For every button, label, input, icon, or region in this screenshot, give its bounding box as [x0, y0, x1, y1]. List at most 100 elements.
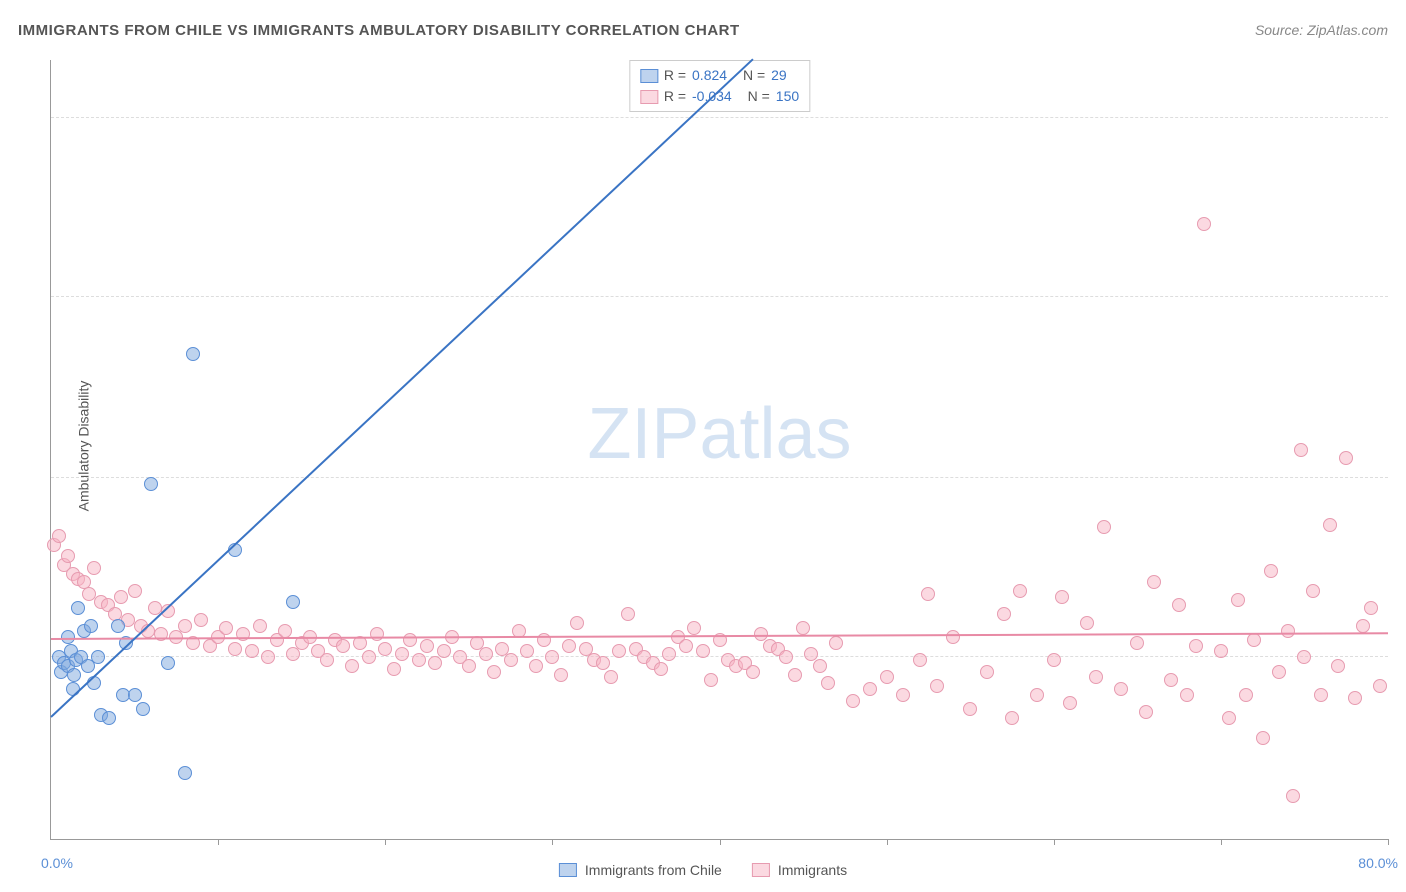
- data-point-pink: [1339, 451, 1353, 465]
- data-point-pink: [320, 653, 334, 667]
- data-point-pink: [696, 644, 710, 658]
- data-point-pink: [1055, 590, 1069, 604]
- data-point-pink: [128, 584, 142, 598]
- data-point-pink: [1373, 679, 1387, 693]
- data-point-pink: [178, 619, 192, 633]
- data-point-pink: [504, 653, 518, 667]
- data-point-pink: [704, 673, 718, 687]
- data-point-pink: [345, 659, 359, 673]
- legend-item-pink: Immigrants: [752, 862, 847, 878]
- source-attribution: Source: ZipAtlas.com: [1255, 22, 1388, 38]
- data-point-pink: [921, 587, 935, 601]
- data-point-pink: [1097, 520, 1111, 534]
- data-point-pink: [654, 662, 668, 676]
- data-point-pink: [1197, 217, 1211, 231]
- data-point-pink: [1247, 633, 1261, 647]
- legend-label-blue: Immigrants from Chile: [585, 862, 722, 878]
- data-point-pink: [1314, 688, 1328, 702]
- data-point-pink: [621, 607, 635, 621]
- r-label-2: R =: [664, 86, 686, 107]
- data-point-pink: [1294, 443, 1308, 457]
- plot-area: ZIPatlas R = 0.824 N = 29 R = -0.034 N =…: [50, 60, 1388, 840]
- correlation-legend: R = 0.824 N = 29 R = -0.034 N = 150: [629, 60, 810, 112]
- data-point-blue: [102, 711, 116, 725]
- data-point-blue: [67, 668, 81, 682]
- x-tick: [552, 839, 553, 845]
- r-value-1: 0.824: [692, 65, 727, 86]
- data-point-pink: [1323, 518, 1337, 532]
- gridline: [51, 296, 1388, 297]
- data-point-pink: [1139, 705, 1153, 719]
- data-point-pink: [520, 644, 534, 658]
- legend-item-blue: Immigrants from Chile: [559, 862, 722, 878]
- data-point-pink: [612, 644, 626, 658]
- data-point-pink: [387, 662, 401, 676]
- data-point-pink: [1281, 624, 1295, 638]
- data-point-pink: [913, 653, 927, 667]
- data-point-blue: [128, 688, 142, 702]
- data-point-pink: [194, 613, 208, 627]
- data-point-pink: [1239, 688, 1253, 702]
- data-point-pink: [604, 670, 618, 684]
- data-point-pink: [1005, 711, 1019, 725]
- x-tick: [1388, 839, 1389, 845]
- chart-title: IMMIGRANTS FROM CHILE VS IMMIGRANTS AMBU…: [18, 22, 740, 39]
- data-point-pink: [395, 647, 409, 661]
- data-point-pink: [1222, 711, 1236, 725]
- data-point-blue: [111, 619, 125, 633]
- data-point-pink: [412, 653, 426, 667]
- data-point-pink: [1256, 731, 1270, 745]
- data-point-pink: [1348, 691, 1362, 705]
- data-point-pink: [554, 668, 568, 682]
- swatch-pink-icon: [640, 90, 658, 104]
- n-label-1: N =: [743, 65, 765, 86]
- data-point-pink: [997, 607, 1011, 621]
- data-point-pink: [1047, 653, 1061, 667]
- data-point-pink: [813, 659, 827, 673]
- x-tick: [1221, 839, 1222, 845]
- legend-row-blue: R = 0.824 N = 29: [640, 65, 799, 86]
- data-point-pink: [370, 627, 384, 641]
- data-point-pink: [479, 647, 493, 661]
- data-point-pink: [245, 644, 259, 658]
- data-point-pink: [679, 639, 693, 653]
- data-point-pink: [1189, 639, 1203, 653]
- data-point-pink: [1114, 682, 1128, 696]
- data-point-pink: [1172, 598, 1186, 612]
- data-point-pink: [1331, 659, 1345, 673]
- n-value-2: 150: [776, 86, 799, 107]
- data-point-pink: [1297, 650, 1311, 664]
- data-point-pink: [1147, 575, 1161, 589]
- data-point-pink: [545, 650, 559, 664]
- data-point-pink: [228, 642, 242, 656]
- data-point-pink: [52, 529, 66, 543]
- x-axis-min-label: 0.0%: [41, 855, 73, 871]
- data-point-pink: [596, 656, 610, 670]
- data-point-pink: [930, 679, 944, 693]
- data-point-pink: [261, 650, 275, 664]
- data-point-pink: [846, 694, 860, 708]
- data-point-pink: [1364, 601, 1378, 615]
- data-point-pink: [462, 659, 476, 673]
- swatch-blue-icon: [640, 69, 658, 83]
- data-point-pink: [87, 561, 101, 575]
- data-point-pink: [437, 644, 451, 658]
- x-axis-max-label: 80.0%: [1358, 855, 1398, 871]
- data-point-pink: [788, 668, 802, 682]
- x-tick: [385, 839, 386, 845]
- data-point-pink: [570, 616, 584, 630]
- data-point-pink: [1089, 670, 1103, 684]
- data-point-blue: [178, 766, 192, 780]
- data-point-pink: [219, 621, 233, 635]
- x-tick: [887, 839, 888, 845]
- data-point-blue: [136, 702, 150, 716]
- legend-swatch-pink-icon: [752, 863, 770, 877]
- data-point-pink: [829, 636, 843, 650]
- data-point-pink: [963, 702, 977, 716]
- data-point-pink: [378, 642, 392, 656]
- gridline: [51, 117, 1388, 118]
- data-point-pink: [1030, 688, 1044, 702]
- data-point-pink: [61, 549, 75, 563]
- data-point-pink: [1264, 564, 1278, 578]
- data-point-pink: [336, 639, 350, 653]
